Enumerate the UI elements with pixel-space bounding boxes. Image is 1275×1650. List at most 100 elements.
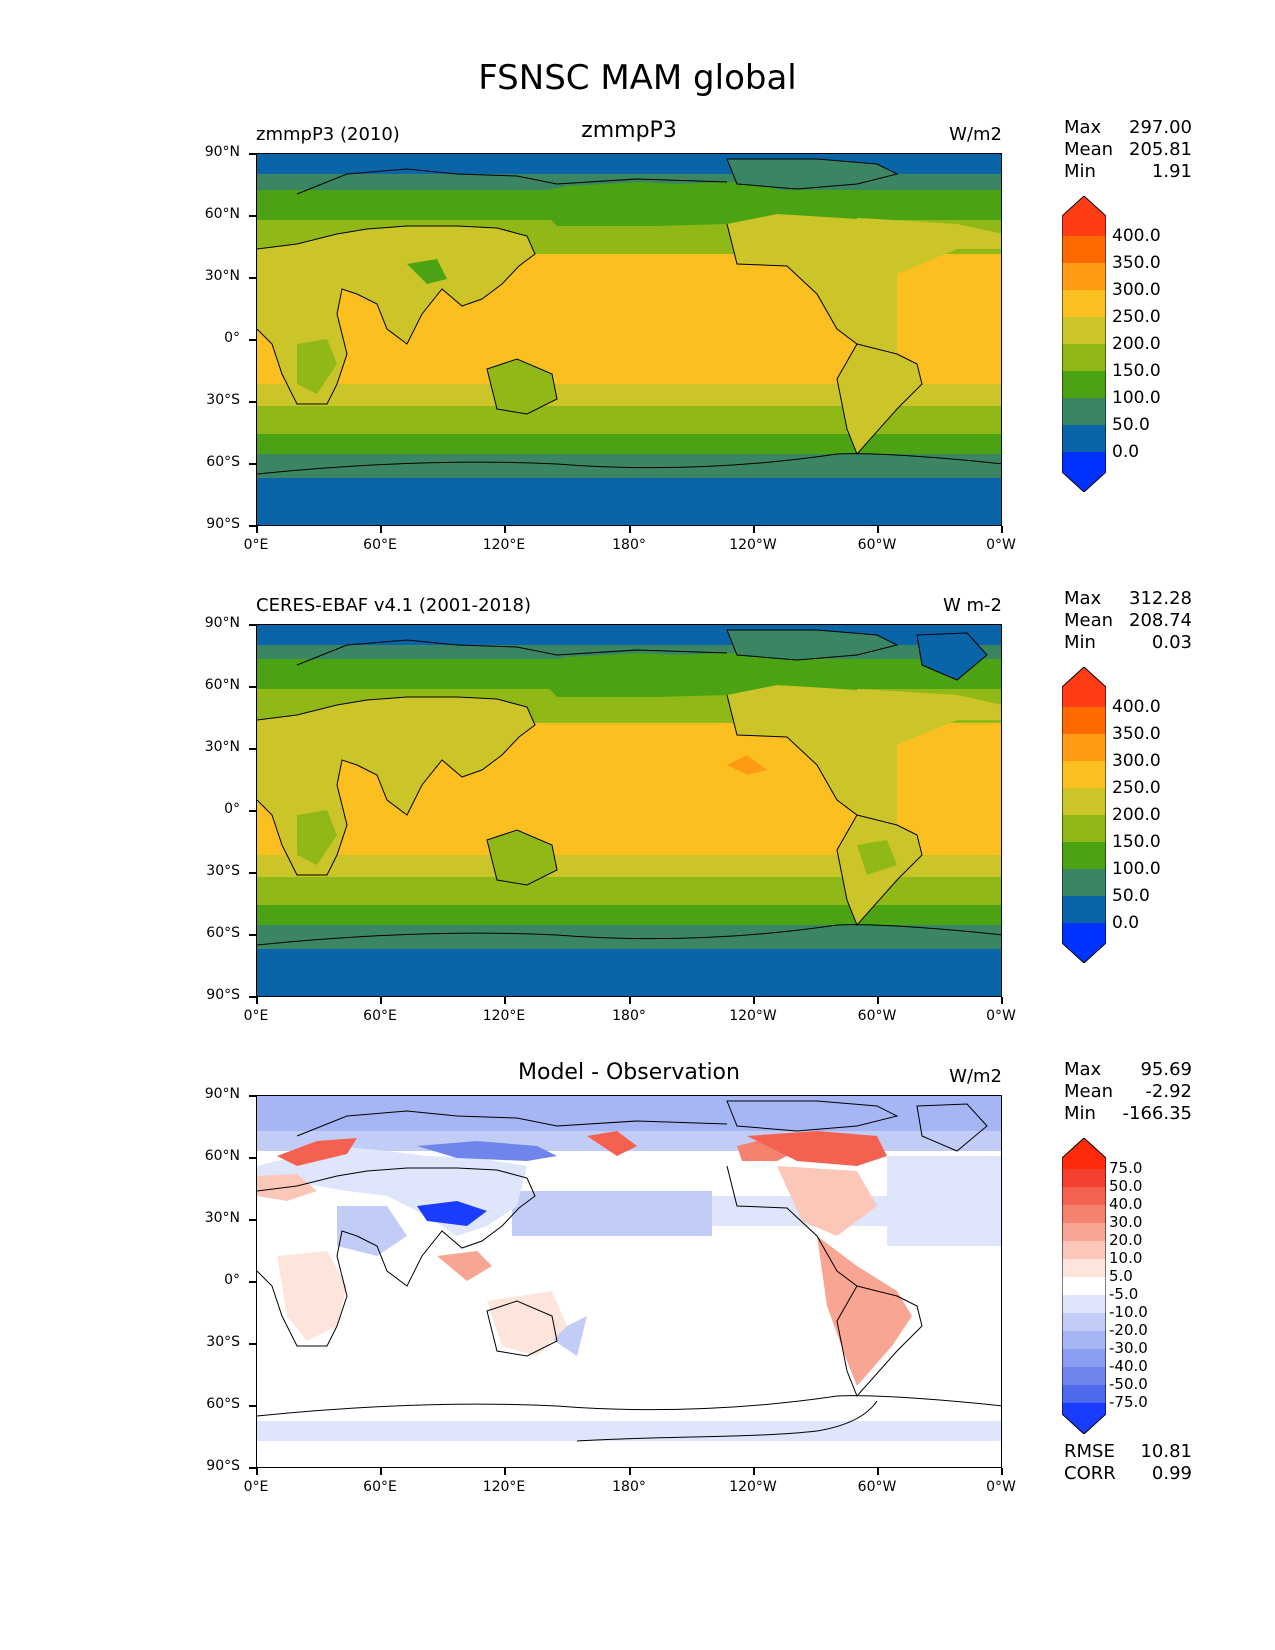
colorbar-label: -5.0: [1109, 1285, 1139, 1303]
lon-label: 0°E: [243, 1479, 269, 1495]
stat-max-label: Max: [1064, 117, 1102, 138]
lon-label: 60°W: [857, 537, 897, 553]
tick: [249, 463, 256, 465]
colorbar-label: 150.0: [1112, 361, 1161, 381]
panel-center-title: Model - Observation: [518, 1060, 740, 1085]
tick: [753, 1468, 755, 1475]
panel-stats: Max 95.69 Mean -2.92 Min -166.35: [1064, 1059, 1192, 1125]
lon-label: 60°E: [363, 537, 397, 553]
tick: [249, 1219, 256, 1221]
tick: [249, 686, 256, 688]
colorbar-label: 200.0: [1112, 334, 1161, 354]
tick: [504, 997, 506, 1004]
lat-label: 0°: [224, 1272, 240, 1288]
colorbar-label: 40.0: [1109, 1195, 1143, 1213]
tick: [753, 526, 755, 533]
lat-label: 0°: [224, 801, 240, 817]
lon-label: 180°: [612, 537, 646, 553]
lon-label: 120°E: [482, 1008, 526, 1024]
tick: [249, 1467, 256, 1469]
colorbar-label: 300.0: [1112, 280, 1161, 300]
lon-label: 120°W: [729, 537, 777, 553]
tick: [249, 1343, 256, 1345]
stat-min-value: -166.35: [1122, 1103, 1192, 1124]
lat-label: 30°S: [206, 1334, 240, 1350]
colorbar-label: 200.0: [1112, 805, 1161, 825]
tick: [249, 215, 256, 217]
lat-label: 90°N: [204, 1086, 240, 1102]
stat-max-label: Max: [1064, 1059, 1102, 1080]
panel-stats: Max 312.28 Mean 208.74 Min 0.03: [1064, 588, 1192, 654]
panel-units: W/m2: [949, 124, 1002, 145]
panel-left-title: zmmpP3 (2010): [256, 124, 400, 145]
map-obs-field: [257, 625, 1001, 996]
corr-value: 0.99: [1151, 1463, 1192, 1484]
lon-label: 120°E: [482, 1479, 526, 1495]
tick: [1001, 997, 1003, 1004]
tick: [380, 526, 382, 533]
colorbar: [1062, 667, 1106, 963]
tick: [249, 624, 256, 626]
tick: [380, 1468, 382, 1475]
colorbar-label: 100.0: [1112, 859, 1161, 879]
colorbar-label: -20.0: [1109, 1321, 1148, 1339]
tick: [249, 525, 256, 527]
panel-diff: Model - Observation W/m2: [0, 0, 1275, 1495]
colorbar-label: 20.0: [1109, 1231, 1143, 1249]
tick: [1001, 526, 1003, 533]
tick: [249, 153, 256, 155]
lon-label: 60°E: [363, 1479, 397, 1495]
tick: [249, 1095, 256, 1097]
colorbar-label: 30.0: [1109, 1213, 1143, 1231]
lat-label: 90°N: [204, 615, 240, 631]
lat-label: 60°N: [204, 677, 240, 693]
tick: [877, 526, 879, 533]
tick: [249, 810, 256, 812]
colorbar-label: 50.0: [1112, 415, 1150, 435]
stat-mean-label: Mean: [1064, 139, 1114, 160]
colorbar-label: 5.0: [1109, 1267, 1133, 1285]
stat-min-label: Min: [1064, 632, 1096, 653]
panel-units: W m-2: [942, 595, 1002, 616]
stat-min-value: 0.03: [1151, 632, 1192, 653]
stat-min-label: Min: [1064, 161, 1096, 182]
lat-label: 90°N: [204, 144, 240, 160]
stat-min-value: 1.91: [1151, 161, 1192, 182]
colorbar-label: 350.0: [1112, 253, 1161, 273]
colorbar-label: -75.0: [1109, 1393, 1148, 1411]
lat-label: 90°S: [206, 516, 240, 532]
lat-label: 30°N: [204, 739, 240, 755]
stat-min-label: Min: [1064, 1103, 1096, 1124]
lon-label: 60°E: [363, 1008, 397, 1024]
map-diff-field: [257, 1096, 1001, 1467]
tick: [877, 997, 879, 1004]
colorbar-label: 75.0: [1109, 1159, 1143, 1177]
lat-label: 0°: [224, 330, 240, 346]
tick: [504, 526, 506, 533]
panel-obs: CERES-EBAF v4.1 (2001-2018) W m-2: [0, 0, 1275, 1024]
lat-label: 60°S: [206, 925, 240, 941]
tick: [256, 997, 258, 1004]
tick: [504, 1468, 506, 1475]
lat-label: 60°N: [204, 206, 240, 222]
lon-label: 0°W: [986, 537, 1016, 553]
tick: [249, 996, 256, 998]
colorbar-label: 400.0: [1112, 226, 1161, 246]
tick: [249, 1405, 256, 1407]
map-model: [256, 153, 1002, 526]
tick: [877, 1468, 879, 1475]
tick: [249, 401, 256, 403]
corr-label: CORR: [1064, 1463, 1116, 1484]
colorbar-label: 10.0: [1109, 1249, 1143, 1267]
lon-label: 0°W: [986, 1479, 1016, 1495]
panel-model: zmmpP3 (2010) zmmpP3 W/m2: [0, 0, 1275, 553]
tick: [256, 1468, 258, 1475]
rmse-value: 10.81: [1140, 1441, 1192, 1462]
lon-label: 120°W: [729, 1479, 777, 1495]
panel-left-title: CERES-EBAF v4.1 (2001-2018): [256, 595, 532, 616]
colorbar: [1062, 196, 1106, 492]
tick: [753, 997, 755, 1004]
lon-label: 0°E: [243, 537, 269, 553]
map-model-field: [257, 154, 1001, 525]
colorbar-label: 250.0: [1112, 307, 1161, 327]
